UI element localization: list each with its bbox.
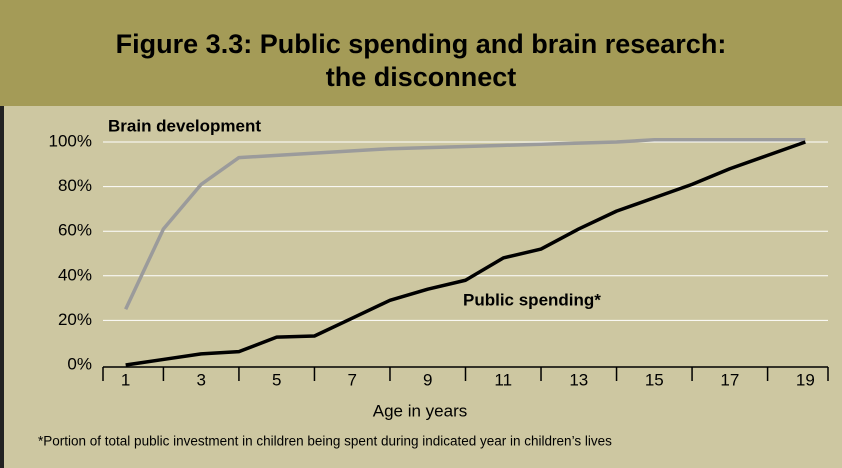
y-tick-label: 20%	[58, 310, 92, 329]
x-axis-label: Age in years	[373, 401, 468, 420]
series-label: Public spending*	[463, 290, 601, 309]
x-tick-label: 17	[720, 370, 739, 389]
header-band	[0, 0, 842, 106]
y-tick-label: 40%	[58, 265, 92, 284]
series-label: Brain development	[108, 116, 261, 135]
x-tick-label: 3	[196, 370, 205, 389]
y-tick-label: 0%	[67, 354, 92, 373]
y-tick-label: 80%	[58, 176, 92, 195]
x-tick-label: 9	[423, 370, 432, 389]
x-tick-label: 15	[645, 370, 664, 389]
x-tick-label: 1	[121, 370, 130, 389]
chart-title: the disconnect	[326, 62, 517, 92]
data-line	[125, 140, 806, 367]
x-tick-label: 13	[569, 370, 588, 389]
data-line	[124, 138, 806, 310]
left-border	[0, 106, 4, 468]
x-tick-label: 7	[347, 370, 356, 389]
x-tick-label: 19	[796, 370, 815, 389]
x-tick-label: 5	[272, 370, 281, 389]
chart-title: Figure 3.3: Public spending and brain re…	[116, 29, 727, 59]
footnote: *Portion of total public investment in c…	[38, 434, 612, 449]
y-tick-label: 100%	[49, 131, 92, 150]
x-tick-label: 11	[494, 370, 512, 389]
y-tick-label: 60%	[58, 221, 92, 240]
